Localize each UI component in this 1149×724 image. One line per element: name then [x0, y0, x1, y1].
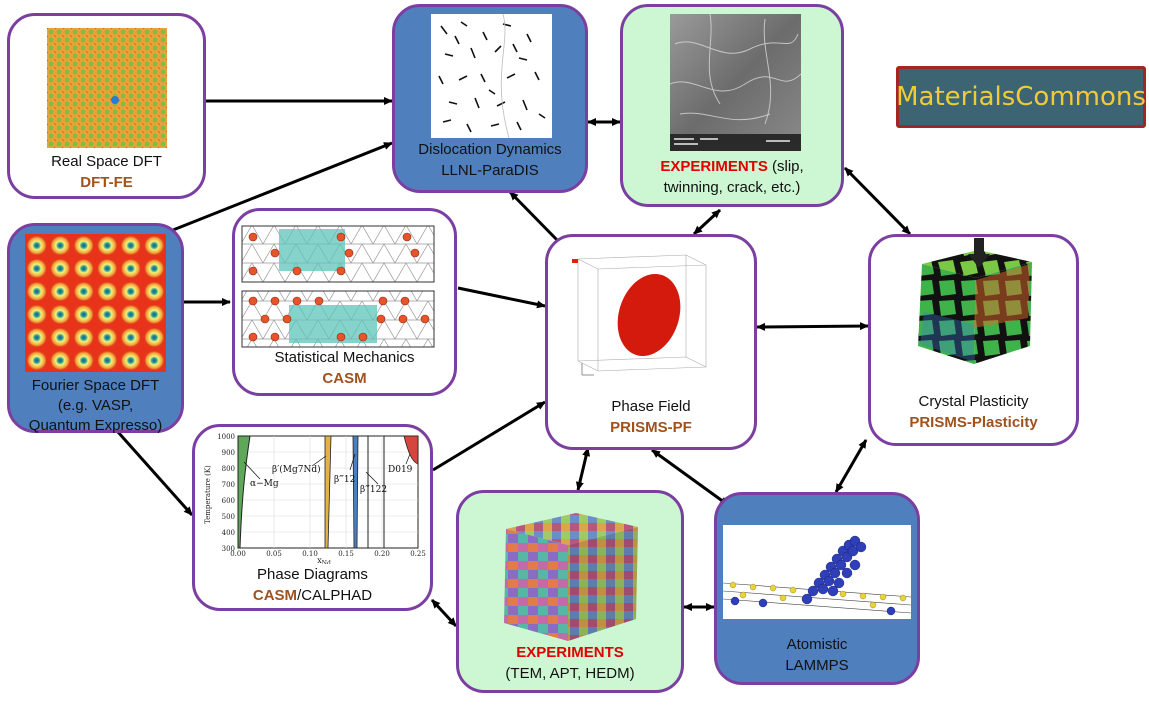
y-tick-label: 700: [222, 481, 235, 489]
node-crystal-plasticity: Crystal Plasticity PRISMS-Plasticity: [868, 234, 1079, 446]
atomistic-code: LAMMPS: [785, 657, 849, 674]
dislocation-dynamics-image: [431, 14, 552, 138]
y-tick-label: 500: [222, 513, 235, 521]
node-phase-diagrams: α−Mg β′(Mg7Nd) β‴12 β‴122 D019 1000 900 80…: [192, 424, 433, 611]
arrow-statmech-to-phasefield: [457, 286, 546, 309]
fourier-space-dft-image: [25, 234, 166, 372]
statistical-mechanics-code: CASM: [322, 370, 367, 387]
phase-diagrams-label: Phase Diagrams: [257, 566, 368, 583]
arrow-phasefield-expbottom: [575, 447, 591, 491]
experiments-grain-cube-image: [504, 513, 638, 641]
node-atomistic: Atomistic LAMMPS: [714, 492, 920, 685]
y-tick-label: 1000: [217, 433, 235, 441]
node-experiments-bottom: EXPERIMENTS (TEM, APT, HEDM): [456, 490, 684, 693]
arrow-phasediagram-expbottom: [430, 598, 458, 628]
dislocation-dynamics-code: LLNL-ParaDIS: [441, 162, 539, 179]
phase-label-beta-12: β‴12: [334, 475, 355, 485]
atomistic-image: [723, 525, 911, 619]
y-tick-label: 900: [222, 449, 235, 457]
node-phase-field: Phase Field PRISMS-PF: [545, 234, 757, 450]
arrow-phasediagram-to-phasefield: [432, 400, 546, 472]
arrow-fourier-to-phasediagram: [116, 431, 194, 516]
crystal-plasticity-label: Crystal Plasticity: [918, 393, 1029, 410]
phase-field-code: PRISMS-PF: [610, 419, 692, 436]
phase-field-label: Phase Field: [611, 398, 691, 415]
x-tick-label: 0.05: [266, 550, 282, 558]
phase-diagrams-code: CASM: [252, 587, 298, 604]
crystal-plasticity-image: [918, 238, 1032, 364]
experiments-bottom-line2: (TEM, APT, HEDM): [505, 665, 635, 682]
x-tick-label: 0.00: [230, 550, 246, 558]
real-space-dft-code: DFT-FE: [80, 174, 133, 191]
x-tick-label: 0.10: [302, 550, 318, 558]
node-experiments-top: EXPERIMENTS (slip, twinning, crack, etc.…: [620, 4, 844, 207]
sem-micrograph-image: [670, 14, 801, 151]
node-dislocation-dynamics: Dislocation Dynamics LLNL-ParaDIS: [392, 4, 588, 193]
y-tick-label: 600: [222, 497, 235, 505]
x-tick-label: 0.25: [410, 550, 426, 558]
phase-diagrams-code-line: CASM/CALPHAD: [195, 586, 430, 606]
y-tick-label: 800: [222, 465, 235, 473]
real-space-dft-image: [47, 28, 167, 148]
fourier-space-dft-line2: (e.g. VASP,: [57, 397, 134, 414]
dislocation-dynamics-label: Dislocation Dynamics: [418, 141, 562, 158]
node-statistical-mechanics: Statistical Mechanics CASM: [232, 208, 457, 396]
arrow-phasefield-crystal: [756, 322, 869, 331]
arrow-experiments-crystal: [843, 166, 912, 236]
phase-label-beta-122: β‴122: [360, 485, 387, 495]
experiments-top-line1: EXPERIMENTS (slip,: [623, 157, 841, 177]
arrow-crystal-atomistic: [834, 439, 868, 493]
phase-diagram-plot: α−Mg β′(Mg7Nd) β‴12 β‴122 D019 1000 900 80…: [204, 433, 426, 564]
phase-diagram-ylabel: Temperature (K): [204, 465, 212, 524]
experiments-top-highlight: EXPERIMENTS: [660, 158, 768, 175]
x-tick-label: 0.15: [338, 550, 354, 558]
arrow-experiments-phasefield: [692, 208, 722, 236]
atomistic-label: Atomistic: [786, 636, 848, 653]
statistical-mechanics-label: Statistical Mechanics: [274, 349, 415, 366]
materials-commons-logo[interactable]: MaterialsCommons: [896, 66, 1146, 128]
real-space-dft-label: Real Space DFT: [51, 153, 162, 170]
y-tick-label: 400: [222, 529, 235, 537]
phase-label-alpha-mg: α−Mg: [250, 479, 279, 489]
phase-label-d019: D019: [388, 465, 413, 475]
arrow-phasefield-to-dislocation: [508, 190, 562, 245]
y-tick-label: 300: [222, 545, 235, 553]
experiments-top-line2: twinning, crack, etc.): [663, 179, 801, 196]
x-tick-label: 0.20: [374, 550, 390, 558]
phase-diagrams-code-rest: /CALPHAD: [297, 587, 373, 604]
fourier-space-dft-line1: Fourier Space DFT: [31, 377, 160, 394]
crystal-plasticity-code: PRISMS-Plasticity: [909, 414, 1038, 431]
node-real-space-dft: Real Space DFT DFT-FE: [7, 13, 206, 199]
experiments-top-line1-rest: (slip,: [772, 158, 804, 175]
phase-label-beta-prime: β′(Mg7Nd): [272, 464, 321, 475]
phase-field-image: [572, 254, 707, 376]
phase-diagram-xlabel: xNd: [317, 556, 331, 564]
casm-lattice-image: [241, 225, 435, 348]
experiments-bottom-highlight: EXPERIMENTS: [516, 644, 624, 661]
node-fourier-space-dft: Fourier Space DFT (e.g. VASP, Quantum Ex…: [7, 223, 184, 434]
fourier-space-dft-line3: Quantum Expresso): [28, 417, 163, 434]
